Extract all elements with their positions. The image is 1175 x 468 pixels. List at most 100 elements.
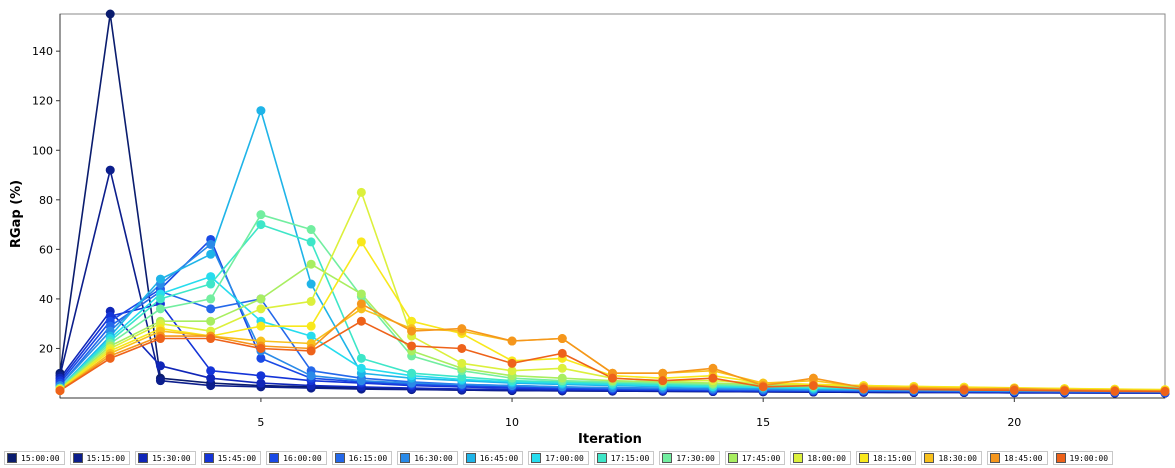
series-line-18:15:00	[59, 241, 1166, 391]
legend-label: 15:30:00	[152, 453, 191, 463]
data-point	[557, 373, 567, 383]
y-tick-label: 40	[39, 293, 53, 306]
legend-item[interactable]: 16:00:00	[266, 451, 327, 465]
data-point	[909, 385, 919, 395]
data-point	[306, 321, 316, 331]
data-point	[356, 316, 366, 326]
data-point	[1160, 387, 1170, 397]
legend-swatch	[531, 453, 542, 463]
data-point	[206, 373, 216, 383]
legend-label: 18:00:00	[807, 453, 846, 463]
data-point	[256, 353, 266, 363]
legend-swatch	[662, 453, 673, 463]
legend-item[interactable]: 17:15:00	[593, 451, 655, 465]
data-point	[356, 237, 366, 247]
legend-item[interactable]: 15:15:00	[69, 451, 131, 465]
series-line-15:00:00	[59, 13, 1165, 394]
legend-swatch	[989, 453, 1000, 463]
legend: 15:00:00 15:15:00 15:30:00 15:45:00 16:00:00…	[4, 450, 1174, 466]
data-point	[155, 294, 165, 304]
data-point	[206, 239, 216, 249]
data-point	[105, 165, 115, 175]
legend-item[interactable]: 18:30:00	[921, 451, 982, 465]
legend-swatch	[400, 453, 411, 463]
data-point	[507, 358, 517, 368]
data-point	[356, 187, 366, 197]
data-point	[658, 368, 668, 378]
data-point	[557, 334, 567, 344]
data-point	[256, 378, 266, 388]
legend-swatch	[858, 453, 869, 463]
data-point	[356, 363, 366, 373]
legend-label: 16:00:00	[283, 453, 322, 463]
data-point	[155, 334, 165, 344]
plot-area: 20 40 60 80 100 120 140 5 10 15 20 Iteration RGap …	[9, 9, 1170, 447]
legend-item[interactable]: 17:45:00	[724, 451, 786, 465]
legend-item[interactable]: 17:00:00	[528, 451, 589, 465]
data-point	[55, 386, 65, 396]
legend-label: 19:00:00	[1069, 453, 1109, 463]
legend-item[interactable]: 18:45:00	[986, 451, 1048, 465]
legend-item[interactable]: 16:30:00	[397, 451, 458, 465]
data-point	[206, 279, 216, 289]
data-point	[1110, 386, 1120, 396]
y-axis-title: RGap (%)	[9, 180, 24, 248]
legend-swatch	[203, 453, 214, 463]
data-point	[1009, 385, 1019, 395]
data-point	[306, 296, 316, 306]
legend-item[interactable]: 19:00:00	[1052, 451, 1114, 465]
data-point	[256, 210, 266, 220]
series-line-15:15:00	[59, 169, 1165, 394]
legend-label: 15:45:00	[217, 453, 257, 463]
data-point	[155, 274, 165, 284]
legend-item[interactable]: 16:15:00	[331, 451, 393, 465]
data-point	[256, 220, 266, 230]
legend-item[interactable]: 18:15:00	[855, 451, 917, 465]
data-point	[859, 384, 869, 394]
data-point	[306, 279, 316, 289]
data-point	[256, 304, 266, 314]
data-point	[708, 363, 718, 373]
data-point	[557, 348, 567, 358]
legend-label: 18:45:00	[1003, 453, 1043, 463]
data-point	[457, 324, 467, 334]
legend-swatch	[334, 453, 345, 463]
data-point	[407, 368, 417, 378]
data-point	[407, 341, 417, 351]
data-point	[155, 304, 165, 314]
legend-swatch	[72, 453, 83, 463]
legend-label: 17:00:00	[545, 453, 584, 463]
data-point	[306, 225, 316, 235]
legend-item[interactable]: 17:30:00	[659, 451, 720, 465]
series-lines	[59, 13, 1166, 394]
series-line-17:30:00	[59, 213, 1166, 392]
data-point	[206, 381, 216, 391]
data-point	[708, 373, 718, 383]
legend-swatch	[793, 453, 804, 463]
data-point	[206, 366, 216, 376]
legend-swatch	[269, 453, 280, 463]
legend-swatch	[596, 453, 607, 463]
legend-label: 17:45:00	[741, 453, 781, 463]
legend-item[interactable]: 16:45:00	[462, 451, 524, 465]
legend-swatch	[7, 453, 17, 463]
legend-item[interactable]: 15:00:00	[4, 451, 65, 465]
x-tick-label: 5	[257, 416, 264, 429]
y-tick-label: 80	[39, 194, 53, 207]
legend-label: 16:30:00	[414, 453, 453, 463]
legend-item[interactable]: 15:45:00	[200, 451, 262, 465]
data-point	[658, 376, 668, 386]
legend-swatch	[138, 453, 149, 463]
data-point	[206, 316, 216, 326]
series-line-18:00:00	[59, 191, 1166, 391]
data-point	[356, 376, 366, 386]
legend-item[interactable]: 15:30:00	[135, 451, 196, 465]
legend-item[interactable]: 18:00:00	[790, 451, 851, 465]
legend-label: 15:15:00	[86, 453, 126, 463]
data-point	[155, 361, 165, 371]
legend-swatch	[465, 453, 476, 463]
legend-label: 18:15:00	[872, 453, 912, 463]
data-point	[256, 343, 266, 353]
data-point	[306, 259, 316, 269]
